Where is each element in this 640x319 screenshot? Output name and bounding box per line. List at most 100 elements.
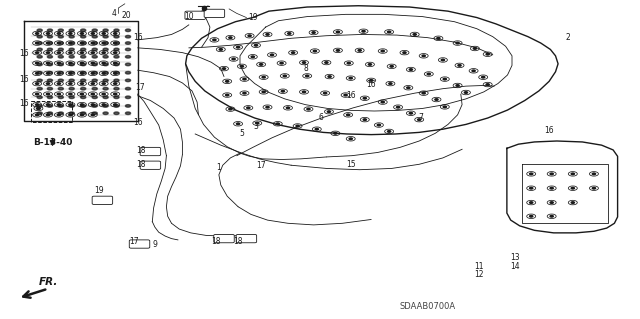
Circle shape <box>114 93 116 95</box>
Circle shape <box>247 107 250 108</box>
Circle shape <box>422 93 426 94</box>
Circle shape <box>37 96 42 99</box>
Circle shape <box>529 187 532 189</box>
Circle shape <box>102 73 105 74</box>
Circle shape <box>69 48 74 51</box>
Circle shape <box>58 52 60 54</box>
Text: 8: 8 <box>303 64 308 73</box>
Circle shape <box>349 138 353 140</box>
Circle shape <box>288 33 291 34</box>
Circle shape <box>125 42 131 44</box>
Circle shape <box>418 119 421 121</box>
Circle shape <box>456 42 460 44</box>
Circle shape <box>37 42 42 44</box>
Text: 16: 16 <box>544 126 554 135</box>
Circle shape <box>593 187 596 189</box>
Circle shape <box>81 93 83 95</box>
Circle shape <box>58 83 60 85</box>
Circle shape <box>255 44 258 46</box>
Circle shape <box>37 105 42 107</box>
Circle shape <box>529 202 532 204</box>
Circle shape <box>36 114 39 116</box>
Circle shape <box>362 31 365 32</box>
Circle shape <box>125 35 131 38</box>
Circle shape <box>58 71 63 74</box>
Circle shape <box>69 42 72 44</box>
Circle shape <box>276 123 280 125</box>
Circle shape <box>69 33 72 34</box>
Text: 14: 14 <box>510 262 520 271</box>
Circle shape <box>81 71 86 74</box>
Circle shape <box>344 94 348 96</box>
Circle shape <box>103 79 108 82</box>
Circle shape <box>81 73 83 74</box>
Circle shape <box>292 52 295 54</box>
Circle shape <box>302 91 306 93</box>
Circle shape <box>47 112 52 115</box>
Circle shape <box>58 63 60 64</box>
Circle shape <box>388 131 390 132</box>
Circle shape <box>266 34 269 35</box>
Circle shape <box>114 35 119 38</box>
Circle shape <box>58 42 60 44</box>
FancyBboxPatch shape <box>92 196 113 204</box>
Circle shape <box>226 80 229 82</box>
Circle shape <box>125 87 131 90</box>
Circle shape <box>125 112 131 115</box>
Circle shape <box>69 29 74 32</box>
Text: 1: 1 <box>216 163 221 172</box>
Text: 2: 2 <box>566 33 571 42</box>
Circle shape <box>91 63 95 64</box>
Circle shape <box>47 48 52 51</box>
Circle shape <box>114 33 116 34</box>
Circle shape <box>125 79 131 82</box>
Circle shape <box>46 42 50 44</box>
Circle shape <box>114 42 119 44</box>
Circle shape <box>266 107 269 108</box>
Circle shape <box>324 62 328 63</box>
Circle shape <box>36 83 39 85</box>
Circle shape <box>458 64 461 66</box>
Circle shape <box>91 104 95 106</box>
Circle shape <box>312 32 316 33</box>
Circle shape <box>125 56 131 58</box>
Circle shape <box>229 108 232 110</box>
Circle shape <box>46 73 50 74</box>
Text: 17: 17 <box>134 83 145 92</box>
Circle shape <box>410 69 413 70</box>
Circle shape <box>58 29 63 32</box>
Circle shape <box>81 105 86 107</box>
Circle shape <box>114 48 119 51</box>
Circle shape <box>437 37 440 39</box>
Text: 15: 15 <box>346 160 356 169</box>
Circle shape <box>69 105 74 107</box>
Circle shape <box>47 56 52 58</box>
Text: 19: 19 <box>94 186 104 195</box>
Circle shape <box>36 93 39 95</box>
Circle shape <box>92 87 97 90</box>
Circle shape <box>81 104 83 106</box>
Text: 18: 18 <box>136 146 145 155</box>
Circle shape <box>69 42 74 44</box>
Circle shape <box>243 78 246 80</box>
Circle shape <box>102 33 105 34</box>
Circle shape <box>58 105 63 107</box>
FancyBboxPatch shape <box>129 240 150 248</box>
Circle shape <box>37 63 42 66</box>
Bar <box>31 101 72 122</box>
Circle shape <box>58 79 63 82</box>
Circle shape <box>529 173 532 175</box>
Circle shape <box>37 48 42 51</box>
Circle shape <box>102 104 105 106</box>
Circle shape <box>37 112 42 115</box>
Circle shape <box>58 87 63 90</box>
Circle shape <box>114 63 116 64</box>
Circle shape <box>102 83 105 85</box>
Circle shape <box>69 96 74 99</box>
Circle shape <box>103 29 108 32</box>
Circle shape <box>256 122 259 124</box>
FancyBboxPatch shape <box>140 161 161 169</box>
Circle shape <box>413 34 417 35</box>
Circle shape <box>47 29 52 32</box>
Text: 11: 11 <box>474 262 483 271</box>
